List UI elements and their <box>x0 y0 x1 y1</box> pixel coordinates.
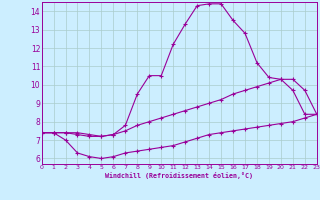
X-axis label: Windchill (Refroidissement éolien,°C): Windchill (Refroidissement éolien,°C) <box>105 172 253 179</box>
